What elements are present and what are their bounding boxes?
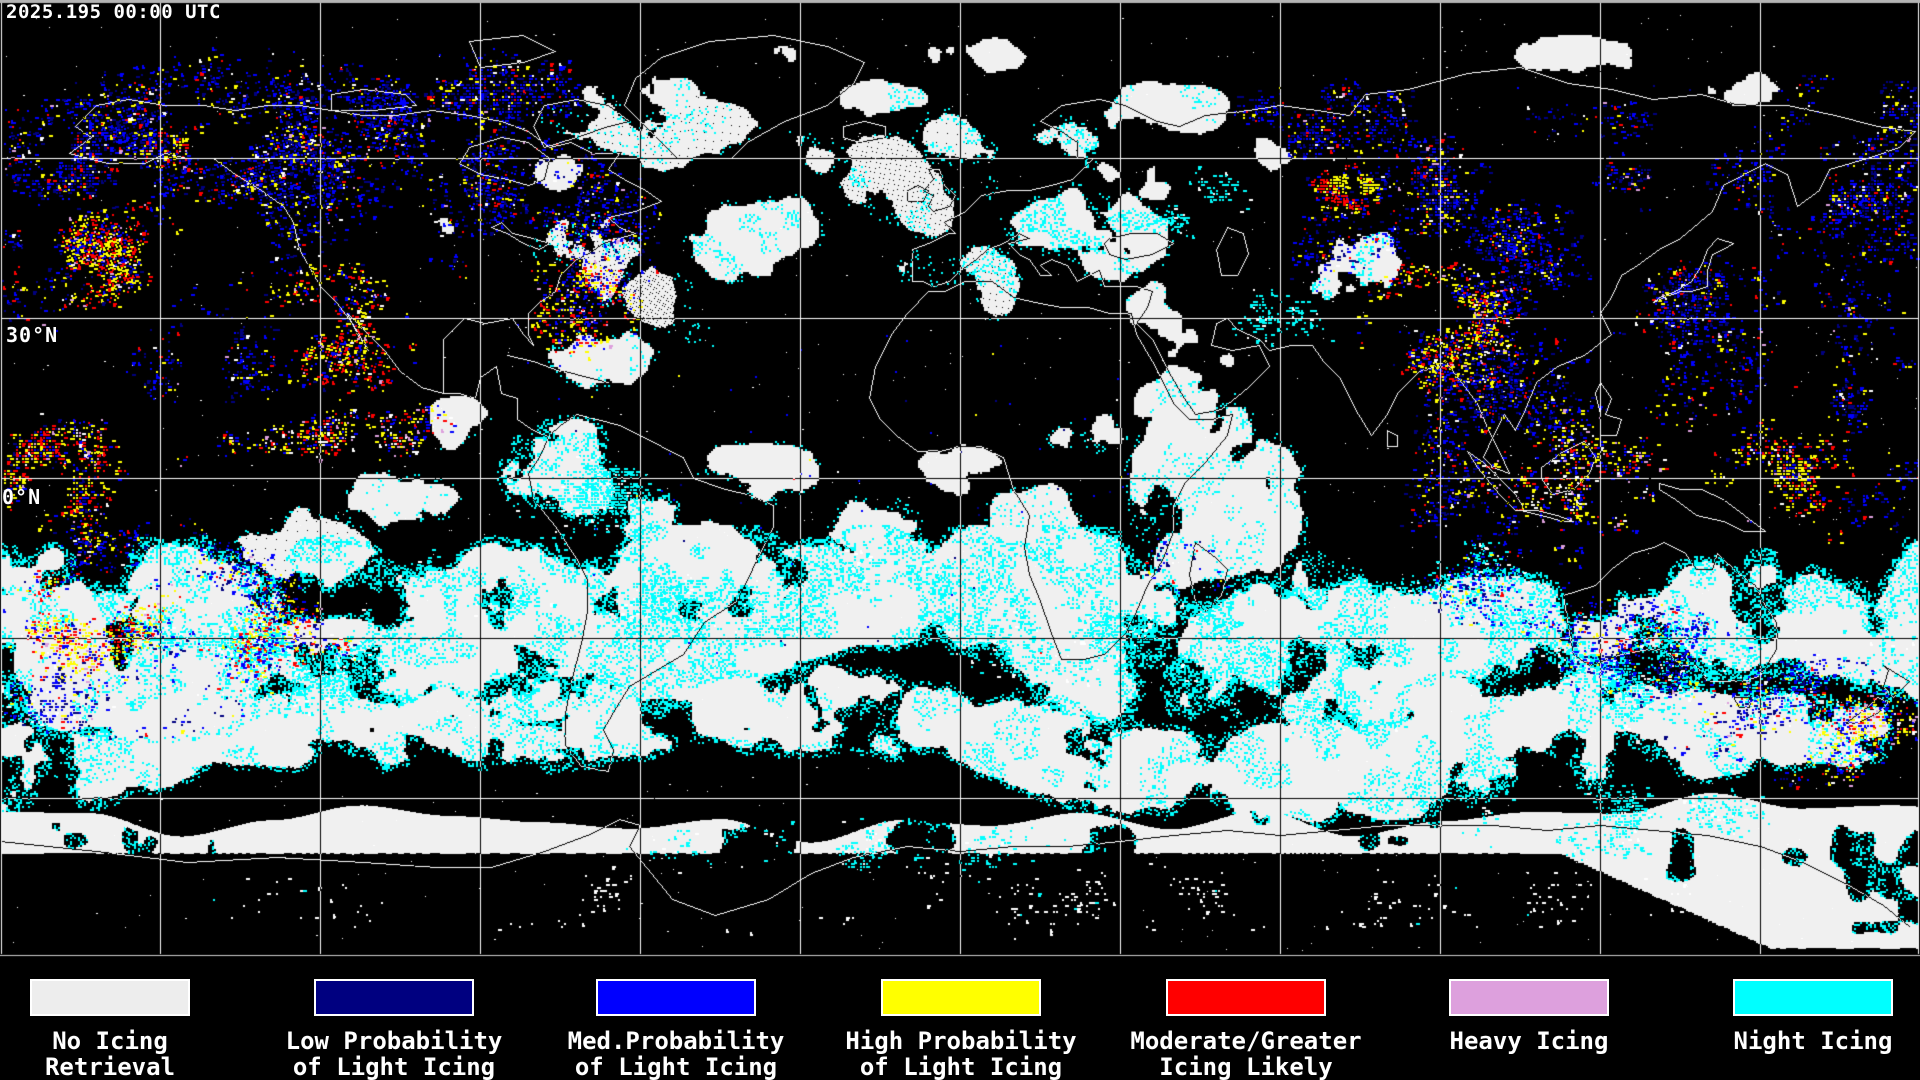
- legend-label-line: of Light Icing: [859, 1053, 1063, 1080]
- legend-swatch-moderate-greater: [1166, 979, 1326, 1016]
- legend-label-line: Moderate/Greater: [1130, 1027, 1362, 1055]
- legend-swatch-low-prob: [314, 979, 474, 1016]
- legend-label-line: Heavy Icing: [1449, 1027, 1609, 1055]
- legend-label-line: No Icing: [52, 1027, 168, 1055]
- legend-swatch-med-prob: [596, 979, 756, 1016]
- legend-label-line: Med.Probability: [567, 1027, 785, 1055]
- legend-swatch-heavy-icing: [1449, 979, 1609, 1016]
- legend-swatch-no-icing: [30, 979, 190, 1016]
- legend-swatch-high-prob: [881, 979, 1041, 1016]
- legend-label-line: of Light Icing: [292, 1053, 496, 1080]
- legend-label-line: Retrieval: [44, 1053, 176, 1080]
- legend-swatch-night-icing: [1733, 979, 1893, 1016]
- legend-label-line: Low Probability: [285, 1027, 503, 1055]
- timestamp: 2025.195 00:00 UTC: [6, 1, 221, 23]
- latitude-label-0n: 0°N: [2, 485, 42, 509]
- latitude-label-30n: 30°N: [6, 323, 59, 347]
- legend-label-line: of Light Icing: [574, 1053, 778, 1080]
- legend-label-line: Night Icing: [1733, 1027, 1893, 1055]
- legend-label-line: High Probability: [845, 1027, 1077, 1055]
- legend-label-line: Icing Likely: [1159, 1053, 1333, 1080]
